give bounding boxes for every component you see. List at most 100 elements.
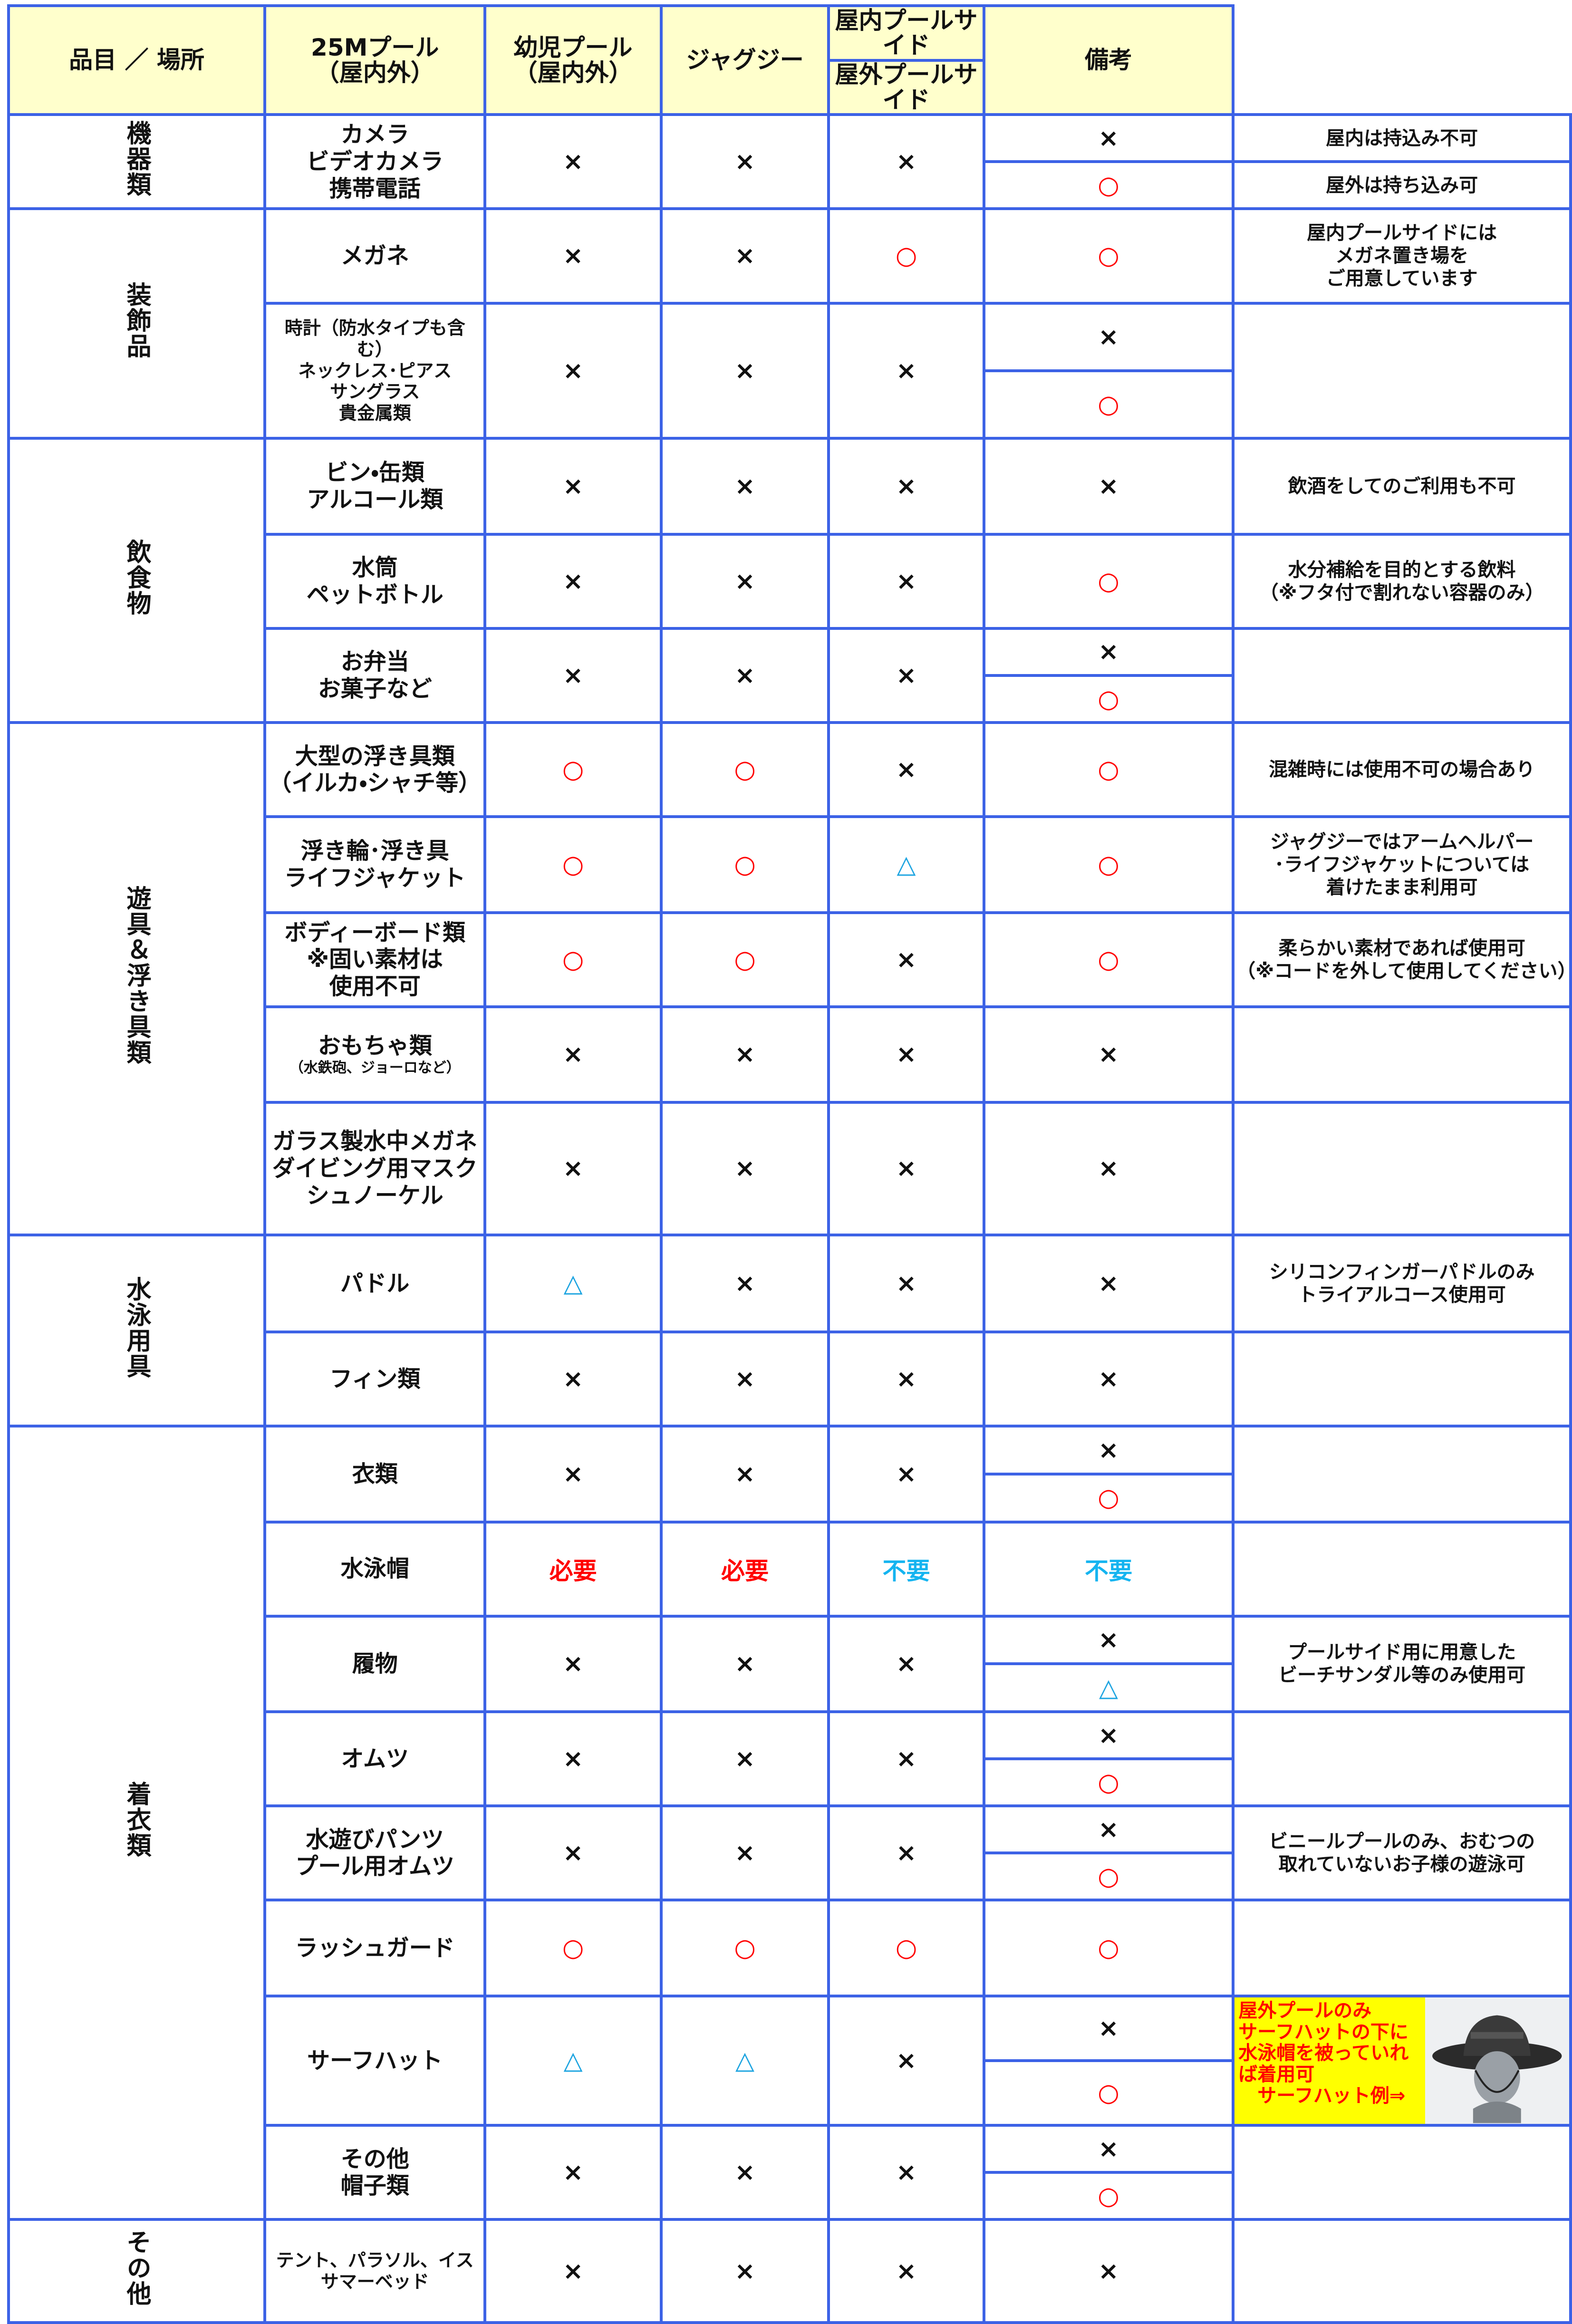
cell-value: × xyxy=(659,1101,830,1236)
cell-value: × xyxy=(827,113,985,211)
note xyxy=(1232,2124,1572,2221)
cell-value: × xyxy=(982,1233,1235,1334)
category-label: 水泳用具 xyxy=(122,1276,151,1379)
item-name: 時計（防水タイプも含む） ネックレス･ピアス サングラス 貴金属類 xyxy=(263,301,487,440)
item-name: 水遊びパンツ プール用オムツ xyxy=(263,1804,487,1902)
cell-value: △ xyxy=(982,1662,1235,1714)
cell-value: × xyxy=(483,1804,663,1902)
cell-value: × xyxy=(659,1804,830,1902)
cell-value: ○ xyxy=(659,815,830,914)
category-label: その他 xyxy=(122,2229,151,2307)
item-name: フィン類 xyxy=(263,1331,487,1428)
item-name: ビン・缶類 アルコール類 xyxy=(263,437,487,536)
cell-value: × xyxy=(483,207,663,305)
note: 混雑時には使用不可の場合あり xyxy=(1232,721,1572,819)
cell-value: × xyxy=(483,2218,663,2324)
category: 機器類 xyxy=(7,113,266,211)
item-name: カメラ ビデオカメラ 携帯電話 xyxy=(263,113,487,211)
cell-value: △ xyxy=(827,815,985,914)
category-label: 遊具＆浮き具類 xyxy=(122,886,151,1066)
cell-value: × xyxy=(982,2218,1235,2324)
cell-value: ○ xyxy=(982,369,1235,440)
item-name: 水泳帽 xyxy=(263,1520,487,1618)
cell-value: ○ xyxy=(483,1899,663,1997)
cell-value: × xyxy=(827,1994,985,2127)
cell-value: ○ xyxy=(659,911,830,1008)
note-box: 屋外プールのみ サーフハットの下に 水泳帽を被っていれ ば着用可 サーフハット例… xyxy=(1236,1998,1568,2123)
cell-value: × xyxy=(659,532,830,630)
cell-value: × xyxy=(827,437,985,536)
cell-value: × xyxy=(982,1804,1235,1855)
note: ビニールプールのみ、おむつの 取れていないお子様の遊泳可 xyxy=(1232,1804,1572,1902)
cell-value: × xyxy=(982,1614,1235,1666)
item-row: ○ xyxy=(9,1472,1571,1524)
cell-value: × xyxy=(659,113,830,211)
cell-value: 不要 xyxy=(982,1520,1235,1618)
item-row: ○ xyxy=(9,2171,1571,2221)
category-label: 機器類 xyxy=(122,120,151,197)
cell-value: × xyxy=(659,2218,830,2324)
cell-value: ○ xyxy=(982,207,1235,305)
cell-value: × xyxy=(659,207,830,305)
cell-value: ○ xyxy=(483,911,663,1008)
item-row: 浮き輪･浮き具 ライフジャケット ○ ○ △ ○ ジャグジーではアームヘルパー ･ライフジ… xyxy=(9,815,1572,914)
note xyxy=(1232,1101,1572,1236)
note: 屋内は持込み不可 xyxy=(1232,113,1572,164)
cell-value: ○ xyxy=(982,532,1235,630)
note: シリコンフィンガーパドルのみ トライアルコース使用可 xyxy=(1232,1233,1572,1334)
cell-value: × xyxy=(827,1101,985,1236)
cell-value: × xyxy=(827,1005,985,1104)
item-row: 水泳帽 必要 必要 不要 不要 xyxy=(9,1520,1572,1618)
note: 屋外は持ち込み可 xyxy=(1232,160,1572,211)
item-row: ボディーボード類 ※固い素材は 使用不可 ○ ○ × ○ 柔らかい素材であれば使用可 （※… xyxy=(9,911,1572,1008)
item-row: ○ xyxy=(9,2059,1571,2127)
cell-value: × xyxy=(483,113,663,211)
rules-table: 品目 ／ 場所 25Mプール （屋内外） 幼児プール （屋内外） ジャグジー 屋内プール… xyxy=(7,4,1572,2324)
note xyxy=(1232,627,1572,724)
note xyxy=(1232,1005,1572,1104)
note: ジャグジーではアームヘルパー ･ライフジャケットについては 着けたまま利用可 xyxy=(1232,815,1572,914)
cell-value: × xyxy=(659,301,830,440)
item-name: 浮き輪･浮き具 ライフジャケット xyxy=(263,815,487,914)
cell-value: ○ xyxy=(982,721,1235,819)
cell-value: × xyxy=(659,1425,830,1524)
cell-value: × xyxy=(659,437,830,536)
item-name: 水筒 ペットボトル xyxy=(263,532,487,630)
header-row: 品目 ／ 場所 25Mプール （屋内外） 幼児プール （屋内外） ジャグジー 屋内プール… xyxy=(7,4,1571,116)
item-row: 水泳用具 パドル △ × × × シリコンフィンガーパドルのみ トライアルコース使用可 xyxy=(7,1233,1572,1428)
cell-value: × xyxy=(827,721,985,819)
cell-value: × xyxy=(982,1005,1235,1104)
cell-value: × xyxy=(982,113,1235,164)
cell-value: ○ xyxy=(982,1757,1235,1808)
cell-value: △ xyxy=(483,1994,663,2127)
cell-value: ○ xyxy=(827,207,985,305)
category: 装飾品 xyxy=(7,207,266,440)
item-row: オムツ × × × × xyxy=(9,1710,1572,1808)
item-row: 水筒 ペットボトル × × × ○ 水分補給を目的とする飲料 （※フタ付で割れない容器のみ… xyxy=(9,532,1572,630)
item-row: フィン類 × × × × xyxy=(9,1331,1572,1428)
cell-value: ○ xyxy=(982,1472,1235,1524)
cell-value: 不要 xyxy=(827,1520,985,1618)
category-label: 着衣類 xyxy=(122,1781,151,1859)
cell-value: × xyxy=(483,301,663,440)
cell-value: ○ xyxy=(827,1899,985,1997)
cell-value: ○ xyxy=(659,721,830,819)
note: 屋外プールのみ サーフハットの下に 水泳帽を被っていれ ば着用可 サーフハット例… xyxy=(1232,1994,1572,2127)
note: 屋内プールサイドには メガネ置き場を ご用意しています xyxy=(1232,207,1572,305)
item-row: ○ xyxy=(9,1757,1571,1808)
item-row: ○ xyxy=(9,1851,1571,1902)
hat-photo xyxy=(1425,1998,1568,2123)
cell-value: × xyxy=(659,2124,830,2221)
category: 着衣類 xyxy=(7,1425,266,2221)
cell-value: × xyxy=(659,1005,830,1104)
item-row: サーフハット △ △ × × 屋外プールのみ サーフハットの下に 水泳帽を被っていれ ば着… xyxy=(9,1994,1572,2127)
note xyxy=(1232,1899,1572,1997)
cell-value: ○ xyxy=(982,2059,1235,2127)
cell-value: × xyxy=(659,1614,830,1714)
category: その他 xyxy=(7,2218,266,2324)
cell-value: ○ xyxy=(982,815,1235,914)
cell-value: × xyxy=(827,1710,985,1808)
item-name: おもちゃ類 （水鉄砲、ジョーロなど） xyxy=(263,1005,487,1104)
item-name: お弁当 お菓子など xyxy=(263,627,487,724)
